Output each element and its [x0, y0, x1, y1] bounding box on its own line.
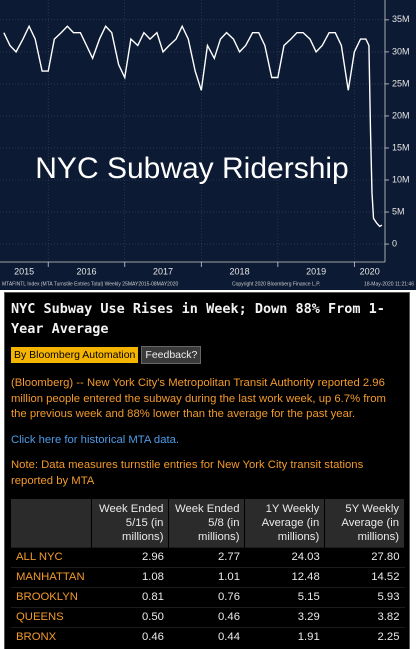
y-tick-label: 10M	[392, 174, 410, 184]
feedback-button[interactable]: Feedback?	[141, 346, 202, 364]
table-cell: 2.77	[168, 547, 245, 568]
table-cell: 0.46	[91, 627, 169, 647]
timestamp: 18-May-2020 11:21:46	[364, 281, 414, 287]
chart-background	[0, 0, 416, 290]
table-cell: 5.93	[324, 587, 405, 608]
row-label: BROOKLYN	[11, 587, 92, 608]
y-tick-label: 0	[392, 238, 397, 248]
table-cell: 3.82	[324, 607, 405, 628]
table-cell: 0.46	[168, 607, 245, 628]
chart-title: NYC Subway Ridership	[35, 152, 348, 185]
table-cell: 5.15	[244, 587, 325, 608]
row-label: BRONX	[11, 627, 92, 647]
body-text: (Bloomberg) -- New York City's Metropoli…	[11, 377, 386, 420]
table-cell: 3.29	[244, 607, 325, 628]
table-cell: 1.91	[244, 627, 325, 647]
data-table: Week Ended 5/15 (in millions) Week Ended …	[11, 499, 405, 647]
table-row: BRONX 0.46 0.44 1.91 2.25	[11, 627, 405, 647]
table-cell: 2.96	[91, 547, 169, 568]
x-tick-label: 2017	[153, 266, 173, 276]
table-row: MANHATTAN 1.08 1.01 12.48 14.52	[11, 567, 405, 588]
chart: NYC Subway Ridership MTAFINTL Index (MTA…	[0, 0, 416, 290]
table-cell: 14.52	[324, 567, 405, 588]
table-cell: 24.03	[244, 547, 325, 568]
header-row: Week Ended 5/15 (in millions) Week Ended …	[11, 499, 405, 548]
table-row: ALL NYC 2.96 2.77 24.03 27.80	[11, 547, 405, 568]
x-tick-label: 2020	[360, 266, 380, 276]
table-cell: 1.08	[91, 567, 169, 588]
column-header: Week Ended 5/8 (in millions)	[168, 499, 246, 548]
source-note: MTAFINTL Index (MTA Turnstile Entries To…	[2, 281, 178, 287]
y-tick-label: 5M	[392, 206, 405, 216]
column-header: 1Y Weekly Average (in millions)	[244, 499, 326, 548]
row-label: QUEENS	[11, 607, 92, 628]
y-tick-label: 15M	[392, 142, 410, 152]
table-cell: 0.44	[168, 627, 245, 647]
table-cell: 0.81	[91, 587, 169, 608]
y-tick-label: 20M	[392, 110, 410, 120]
row-label: MANHATTAN	[11, 567, 92, 588]
table-cell: 0.76	[168, 587, 245, 608]
copyright: Copyright 2020 Bloomberg Finance L.P.	[232, 281, 320, 287]
y-tick-label: 25M	[392, 78, 410, 88]
table-cell: 27.80	[324, 547, 405, 568]
column-header: Week Ended 5/15 (in millions)	[91, 499, 170, 548]
corner-cell	[11, 499, 92, 548]
row-label: ALL NYC	[11, 547, 92, 568]
x-tick-label: 2015	[14, 266, 34, 276]
table-cell: 0.50	[91, 607, 169, 628]
table-row: BROOKLYN 0.81 0.76 5.15 5.93	[11, 587, 405, 608]
byline-button[interactable]: By Bloomberg Automation	[11, 347, 139, 363]
button-row: By Bloomberg Automation Feedback?	[11, 343, 404, 364]
headline: NYC Subway Use Rises in Week; Down 88% F…	[11, 301, 385, 337]
y-tick-label: 35M	[392, 14, 410, 24]
x-tick-label: 2018	[230, 266, 250, 276]
column-header: 5Y Weekly Average (in millions)	[324, 499, 405, 548]
note: Note: Data measures turnstile entries fo…	[11, 459, 364, 487]
table-cell: 12.48	[244, 567, 325, 588]
table-cell: 1.01	[168, 567, 245, 588]
table-cell: 2.25	[324, 627, 405, 647]
x-tick-label: 2019	[306, 266, 326, 276]
x-tick-label: 2016	[76, 266, 96, 276]
data-link[interactable]: Click here for historical MTA data.	[11, 433, 180, 446]
y-tick-label: 30M	[392, 46, 410, 56]
news-panel: NYC Subway Use Rises in Week; Down 88% F…	[4, 292, 410, 649]
table-row: QUEENS 0.50 0.46 3.29 3.82	[11, 607, 405, 628]
ridership-line	[3, 24, 383, 228]
